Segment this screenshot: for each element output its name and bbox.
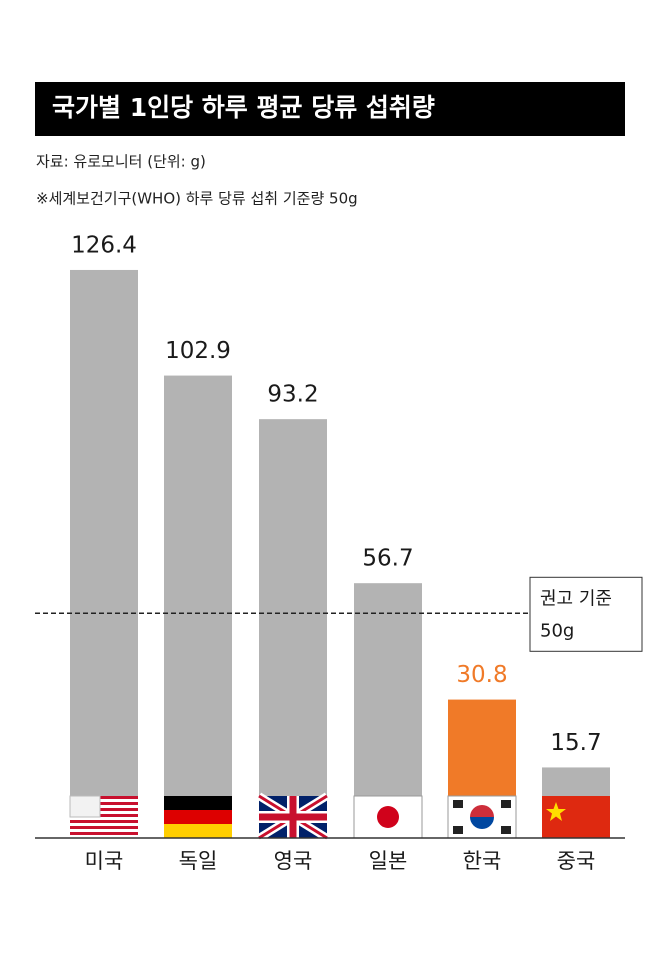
flag-part <box>501 800 511 808</box>
title-box <box>35 82 625 136</box>
value-label: 126.4 <box>71 232 137 258</box>
flag-part <box>164 796 232 810</box>
flag-part <box>289 796 297 838</box>
value-label: 15.7 <box>550 730 601 756</box>
flag-part <box>70 814 138 817</box>
flag-part <box>453 826 463 834</box>
flag-part <box>70 802 138 805</box>
flag-part <box>453 800 463 808</box>
x-tick-label: 일본 <box>369 849 408 873</box>
flag-part <box>470 817 494 829</box>
flag-part <box>164 824 232 838</box>
note: ※세계보건기구(WHO) 하루 당류 섭취 기준량 50g <box>36 190 358 208</box>
bar <box>259 419 327 838</box>
subtitle: 자료: 유로모니터 (단위: g) <box>36 153 206 171</box>
x-tick-label: 중국 <box>557 849 596 873</box>
flag-part <box>69 795 101 818</box>
flag-part <box>501 826 511 834</box>
value-label: 56.7 <box>362 546 413 572</box>
reference-label: 권고 기준 <box>540 588 612 609</box>
reference-box <box>529 576 643 652</box>
flag-part <box>377 806 399 828</box>
bar <box>70 269 138 839</box>
flag <box>353 795 423 839</box>
flag-part <box>70 796 138 799</box>
value-label: 102.9 <box>165 338 231 364</box>
flag-part <box>70 832 138 835</box>
flag <box>542 796 610 838</box>
flag-part <box>70 820 138 823</box>
flag <box>447 795 517 839</box>
value-label: 93.2 <box>267 382 318 408</box>
x-tick-label: 미국 <box>85 849 124 873</box>
x-tick-label: 영국 <box>274 849 313 873</box>
flag <box>164 796 232 838</box>
flag-part <box>70 826 138 829</box>
bar <box>164 375 232 838</box>
reference-value: 50g <box>540 620 574 641</box>
flag <box>69 795 138 838</box>
x-tick-label: 한국 <box>463 849 502 873</box>
flag-part <box>546 802 566 821</box>
chart-title: 국가별 1인당 하루 평균 당류 섭취량 <box>52 93 435 122</box>
flag-part <box>164 810 232 824</box>
flag-part <box>470 805 494 817</box>
value-label: 30.8 <box>456 662 507 688</box>
flag-part <box>70 808 138 811</box>
flag <box>256 792 330 842</box>
x-tick-label: 독일 <box>179 849 218 873</box>
